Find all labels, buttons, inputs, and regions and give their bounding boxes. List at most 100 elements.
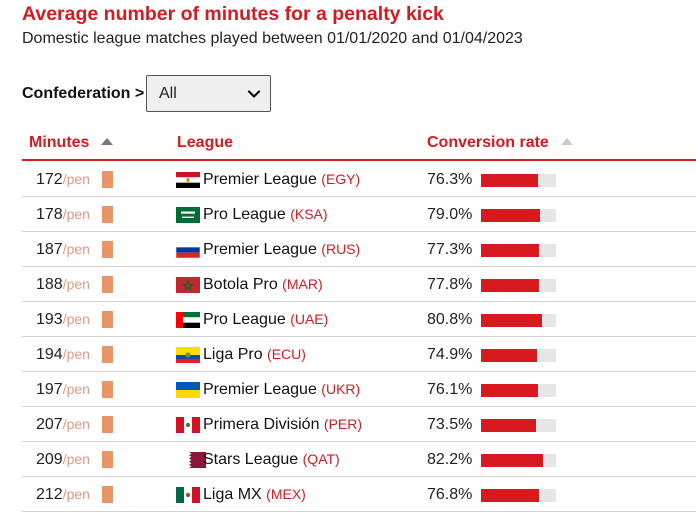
league-label: Pro League [203,311,286,328]
league-label: Liga Pro [203,346,263,363]
conversion-rate-bar [481,489,539,502]
minutes-bar [102,276,113,293]
league-name: Liga Pro (ECU) [203,346,306,364]
minutes-bar [102,381,113,398]
conversion-rate-bar [481,279,540,292]
minutes-value: 194/pen [36,346,90,364]
minutes-bar [102,311,113,328]
minutes-value: 212/pen [36,486,90,504]
league-name: Premier League (RUS) [203,241,360,259]
minutes-number: 209 [36,451,63,468]
minutes-bar [102,346,113,363]
country-code: (KSA) [290,206,328,222]
minutes-number: 212 [36,486,63,503]
conversion-rate-bar [481,174,539,187]
league-name: Botola Pro (MAR) [203,276,323,294]
conversion-rate-bar-track [481,209,556,222]
conversion-column-label: Conversion rate [427,134,549,151]
table-row: 193/pen Pro League (UAE) 80.8% [22,302,696,337]
league-name: Pro League (UAE) [203,311,328,329]
conversion-rate-bar-track [481,314,556,327]
ukraine-flag-icon [176,382,200,398]
minutes-unit: /pen [62,416,90,432]
country-code: (QAT) [302,451,340,467]
table-row: 178/pen Pro League (KSA) 79.0% [22,197,696,232]
page-title: Average number of minutes for a penalty … [22,3,444,25]
table-row: 194/pen Liga Pro (ECU) 74.9% [22,337,696,372]
country-code: (UKR) [321,381,361,397]
conversion-rate-bar-track [481,279,556,292]
league-label: Botola Pro [203,276,278,293]
egypt-flag-icon [176,172,200,188]
minutes-column-header[interactable]: Minutes [29,134,114,152]
conversion-rate-value: 77.8% [427,276,473,293]
conversion-rate-bar [481,209,541,222]
league-column-header[interactable]: League [177,134,233,152]
peru-flag-icon [176,417,200,433]
table-row: 212/pen Liga MX (MEX) 76.8% [22,477,696,512]
minutes-number: 193 [36,311,63,328]
minutes-number: 207 [36,416,63,433]
minutes-unit: /pen [62,486,90,502]
minutes-bar [102,486,113,503]
minutes-unit: /pen [62,311,90,327]
minutes-unit: /pen [62,171,90,187]
conversion-column-header[interactable]: Conversion rate [427,134,573,152]
minutes-value: 178/pen [36,206,90,224]
minutes-value: 188/pen [36,276,90,294]
conversion-rate-bar-track [481,454,556,467]
minutes-value: 187/pen [36,241,90,259]
conversion-rate-bar [481,314,542,327]
conversion-rate-value: 80.8% [427,311,473,328]
league-column-label: League [177,134,234,151]
sort-icon [560,138,573,145]
league-name: Stars League (QAT) [203,451,340,469]
minutes-unit: /pen [62,346,90,362]
conversion-rate-value: 76.8% [427,486,473,503]
league-name: Primera División (PER) [203,416,362,434]
conversion-rate-value: 73.5% [427,416,473,433]
league-name: Liga MX (MEX) [203,486,306,504]
minutes-number: 194 [36,346,63,363]
minutes-value: 197/pen [36,381,90,399]
table-row: 188/pen Botola Pro (MAR) 77.8% [22,267,696,302]
minutes-number: 188 [36,276,63,293]
conversion-rate-value: 76.3% [427,171,473,188]
minutes-value: 207/pen [36,416,90,434]
conversion-rate-bar-track [481,419,556,432]
league-label: Primera División [203,416,320,433]
league-label: Pro League [203,206,286,223]
minutes-unit: /pen [62,451,90,467]
conversion-rate-bar-track [481,384,556,397]
minutes-bar [102,241,113,258]
qatar-flag-icon [182,452,206,468]
minutes-value: 172/pen [36,171,90,189]
league-table: 172/pen Premier League (EGY) 76.3% 178/pen P… [22,162,696,512]
minutes-value: 193/pen [36,311,90,329]
country-code: (UAE) [290,311,329,327]
mexico-flag-icon [176,487,200,503]
minutes-unit: /pen [62,381,90,397]
page-subtitle: Domestic league matches played between 0… [22,30,523,47]
conversion-rate-value: 82.2% [427,451,473,468]
minutes-number: 187 [36,241,63,258]
table-row: 187/pen Premier League (RUS) 77.3% [22,232,696,267]
conversion-rate-value: 74.9% [427,346,473,363]
country-code: (RUS) [321,241,361,257]
russia-flag-icon [176,242,200,258]
minutes-number: 172 [36,171,63,188]
league-name: Pro League (KSA) [203,206,328,224]
confederation-select[interactable]: All [146,75,271,112]
conversion-rate-bar-track [481,349,556,362]
confederation-select-value: All [159,85,177,102]
country-code: (PER) [323,416,363,432]
uae-flag-icon [176,312,200,328]
conversion-rate-bar-track [481,489,556,502]
conversion-rate-bar-track [481,174,556,187]
saudi-arabia-flag-icon [176,207,200,223]
ecuador-flag-icon [176,347,200,363]
minutes-number: 197 [36,381,63,398]
conversion-rate-bar [481,454,543,467]
league-label: Premier League [203,171,317,188]
confederation-filter-label: Confederation > [22,85,145,102]
